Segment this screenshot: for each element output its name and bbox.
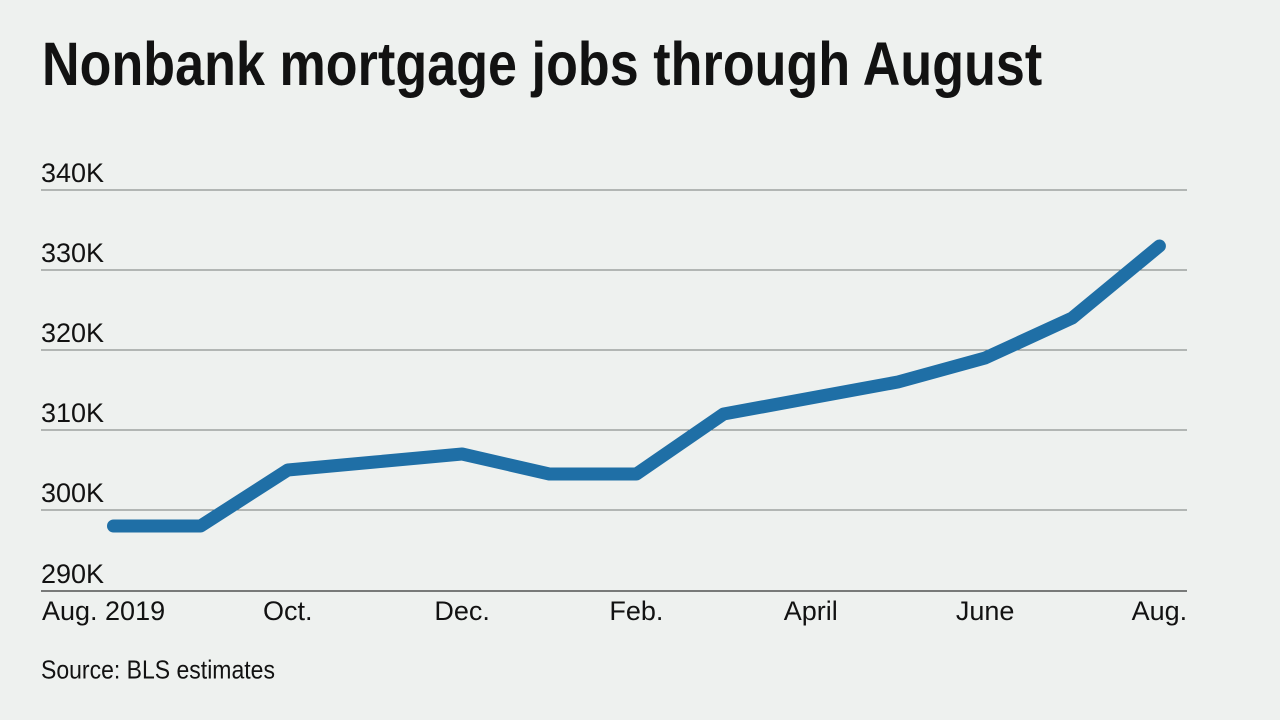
- svg-text:Aug. 2019: Aug. 2019: [42, 596, 165, 626]
- svg-text:300K: 300K: [41, 478, 104, 508]
- svg-text:Feb.: Feb.: [609, 596, 663, 626]
- svg-text:April: April: [784, 596, 838, 626]
- svg-text:Dec.: Dec.: [434, 596, 490, 626]
- svg-text:Oct.: Oct.: [263, 596, 313, 626]
- svg-text:Aug.: Aug.: [1132, 596, 1188, 626]
- svg-text:290K: 290K: [41, 559, 104, 589]
- svg-text:340K: 340K: [41, 158, 104, 188]
- svg-text:June: June: [956, 596, 1015, 626]
- svg-text:330K: 330K: [41, 238, 104, 268]
- svg-text:310K: 310K: [41, 398, 104, 428]
- svg-text:320K: 320K: [41, 318, 104, 348]
